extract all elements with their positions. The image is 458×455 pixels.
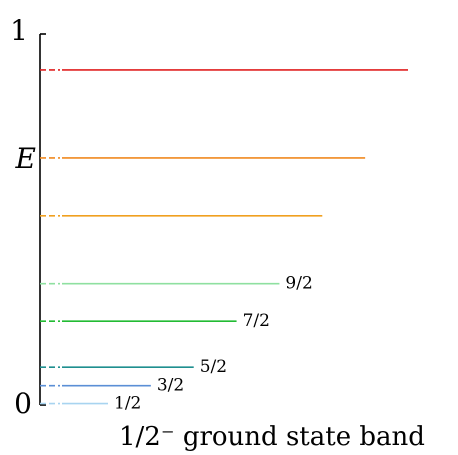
level-label: 1/2 [114, 394, 141, 414]
y-tick-label-bottom: 0 [14, 387, 32, 420]
level-label: 5/2 [200, 357, 227, 377]
level-label: 3/2 [157, 376, 184, 396]
y-tick-label-top: 1 [10, 14, 28, 47]
y-axis-label: E [15, 142, 36, 175]
level-label: 7/2 [243, 311, 270, 331]
energy-levels: 1/2 3/2 5/2 7/2 9/2 [40, 69, 408, 414]
band-caption: 1/2⁻ ground state band [119, 422, 425, 452]
level-label: 9/2 [285, 274, 312, 294]
